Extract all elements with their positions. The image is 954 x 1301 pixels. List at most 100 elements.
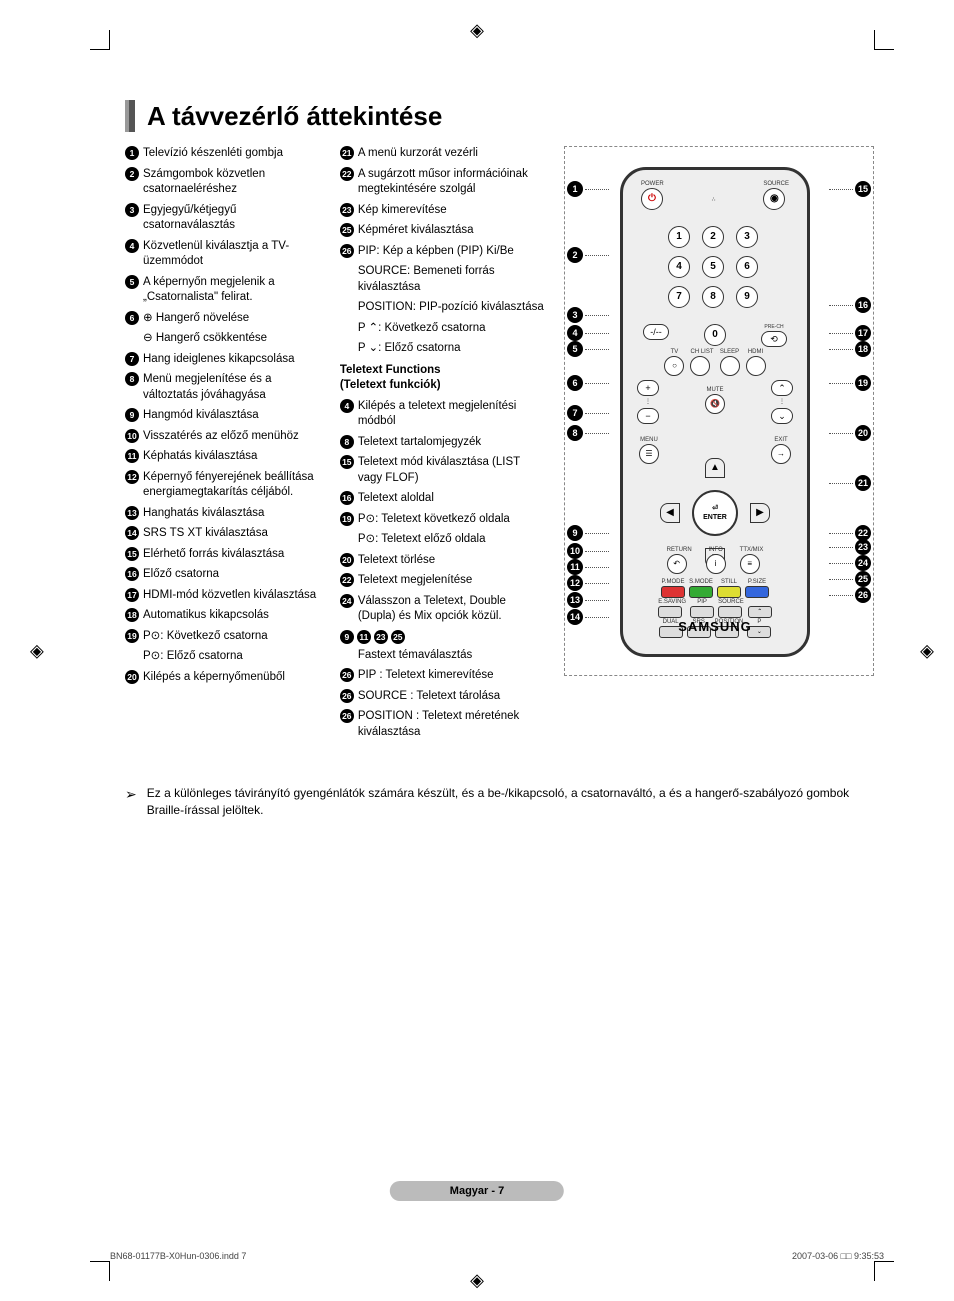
power-button[interactable]: ⏻: [641, 188, 663, 210]
key-3[interactable]: 3: [736, 226, 758, 248]
ttx-button[interactable]: ≡: [740, 554, 760, 574]
hdmi-button[interactable]: [746, 356, 766, 376]
cluster-text: Fastext témaválasztás: [340, 648, 546, 664]
register-mark-top: ◈: [470, 20, 484, 41]
column-left: 1Televízió készenléti gombja2Számgombok …: [125, 146, 322, 745]
list-item: 25Képméret kiválasztása: [340, 223, 546, 239]
list-item: 26POSITION : Teletext méretének kiválasz…: [340, 709, 546, 740]
key-7[interactable]: 7: [668, 286, 690, 308]
enter-button[interactable]: ⏎ ENTER: [692, 490, 738, 536]
nav-up[interactable]: ▲: [705, 458, 725, 478]
list-sub: P⊙: Előző csatorna: [125, 649, 322, 665]
list-item: 18Automatikus kikapcsolás: [125, 608, 322, 624]
list-item: 20Kilépés a képernyőmenüből: [125, 670, 322, 686]
source-button[interactable]: ◉: [763, 188, 785, 210]
list-item: 15Teletext mód kiválasztása (LIST vagy F…: [340, 455, 546, 486]
info-button[interactable]: i: [706, 554, 726, 574]
note-text: Ez a különleges távirányító gyengénlátók…: [147, 785, 874, 819]
numpad: 1 2 3 4 5 6 7 8 9: [623, 226, 807, 308]
still-button[interactable]: [717, 586, 741, 598]
dash-button[interactable]: -/--: [643, 324, 669, 340]
list-item: 21A menü kurzorát vezérli: [340, 146, 546, 162]
list-item: 19P⊙: Teletext következő oldala: [340, 512, 546, 528]
cluster-row: 9112325: [340, 630, 546, 644]
callout-right-21: 21: [829, 475, 871, 491]
key-4[interactable]: 4: [668, 256, 690, 278]
vol-up[interactable]: +: [637, 380, 659, 396]
list-item: 9Hangmód kiválasztása: [125, 408, 322, 424]
list-item: 5A képernyőn megjelenik a „Csatornalista…: [125, 275, 322, 306]
vol-down[interactable]: −: [637, 408, 659, 424]
callout-left-11: 11: [567, 559, 609, 575]
footer-date: 2007-03-06 □□ 9:35:53: [792, 1251, 884, 1261]
callout-right-23: 23: [829, 539, 871, 555]
return-button[interactable]: ↶: [667, 554, 687, 574]
nav-right[interactable]: ▶: [750, 503, 770, 523]
register-mark-bottom: ◈: [470, 1270, 484, 1291]
list-item: 10Visszatérés az előző menühöz: [125, 429, 322, 445]
callout-right-18: 18: [829, 341, 871, 357]
callout-right-25: 25: [829, 571, 871, 587]
key-6[interactable]: 6: [736, 256, 758, 278]
key-8[interactable]: 8: [702, 286, 724, 308]
exit-button[interactable]: →: [771, 444, 791, 464]
remote-diagram: 1234567891011121314 15161718192021222324…: [564, 146, 874, 676]
list-item: 20Teletext törlése: [340, 553, 546, 569]
callout-left-6: 6: [567, 375, 609, 391]
menu-button[interactable]: ☰: [639, 444, 659, 464]
nav-left[interactable]: ◀: [660, 503, 680, 523]
page-title: A távvezérlő áttekintése: [147, 101, 442, 132]
brand-logo: SAMSUNG: [623, 618, 807, 636]
list-item: 16Előző csatorna: [125, 567, 322, 583]
source2-button[interactable]: [718, 606, 742, 618]
list-item: 23Kép kimerevítése: [340, 203, 546, 219]
note: ➢ Ez a különleges távirányító gyengénlát…: [125, 785, 874, 819]
list-item: 8Teletext tartalomjegyzék: [340, 435, 546, 451]
esaving-button[interactable]: [658, 606, 682, 618]
ch-down[interactable]: ⌄: [771, 408, 793, 424]
list-item: 3Egyjegyű/kétjegyű csatornaválasztás: [125, 203, 322, 234]
callout-left-4: 4: [567, 325, 609, 341]
callout-left-2: 2: [567, 247, 609, 263]
chlist-button[interactable]: [690, 356, 710, 376]
callout-right-19: 19: [829, 375, 871, 391]
ch-up[interactable]: ⌃: [771, 380, 793, 396]
pip-button[interactable]: [690, 606, 714, 618]
callout-right-17: 17: [829, 325, 871, 341]
prech-button[interactable]: ⟲: [761, 331, 787, 347]
label-source: SOURCE: [763, 180, 789, 188]
pmode-button[interactable]: [661, 586, 685, 598]
list-item: 22Teletext megjelenítése: [340, 573, 546, 589]
list-item: 16Teletext aloldal: [340, 491, 546, 507]
list-item: 2Számgombok közvetlen csatornaeléréshez: [125, 167, 322, 198]
list-item: 17HDMI-mód közvetlen kiválasztása: [125, 588, 322, 604]
sleep-button[interactable]: [720, 356, 740, 376]
callout-left-10: 10: [567, 543, 609, 559]
callout-left-12: 12: [567, 575, 609, 591]
mute-button[interactable]: 🔇: [705, 394, 725, 414]
key-1[interactable]: 1: [668, 226, 690, 248]
list-item: 22A sugárzott műsor információinak megte…: [340, 167, 546, 198]
tv-button[interactable]: ○: [664, 356, 684, 376]
callout-left-7: 7: [567, 405, 609, 421]
list-item: 8Menü megjelenítése és a változtatás jóv…: [125, 372, 322, 403]
psize-button[interactable]: [745, 586, 769, 598]
key-9[interactable]: 9: [736, 286, 758, 308]
list-item: 24Válasszon a Teletext, Double (Dupla) é…: [340, 594, 546, 625]
list-item-pip: 26PIP: Kép a képben (PIP) Ki/Be: [340, 244, 546, 260]
list-sub: POSITION: PIP-pozíció kiválasztása: [340, 300, 546, 316]
key-0[interactable]: 0: [704, 324, 726, 346]
list-item: 7Hang ideiglenes kikapcsolása: [125, 352, 322, 368]
note-arrow-icon: ➢: [125, 785, 137, 819]
callout-right-16: 16: [829, 297, 871, 313]
key-2[interactable]: 2: [702, 226, 724, 248]
smode-button[interactable]: [689, 586, 713, 598]
key-5[interactable]: 5: [702, 256, 724, 278]
label-power: POWER: [641, 180, 664, 188]
list-sub: ⊖ Hangerő csökkentése: [125, 331, 322, 347]
callout-left-1: 1: [567, 181, 609, 197]
callout-right-24: 24: [829, 555, 871, 571]
list-sub: P⊙: Teletext előző oldala: [340, 532, 546, 548]
pip-up-button[interactable]: ⌃: [748, 606, 772, 618]
column-right: 1234567891011121314 15161718192021222324…: [564, 146, 874, 745]
